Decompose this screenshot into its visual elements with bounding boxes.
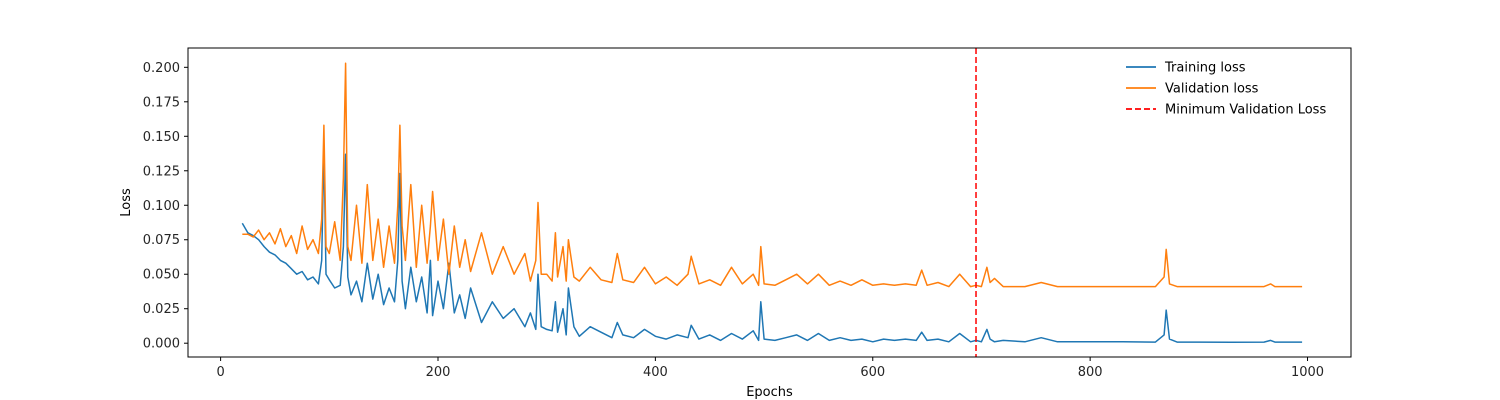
legend-label-minimum-validation-loss: Minimum Validation Loss (1165, 103, 1326, 118)
y-tick-label: 0.025 (143, 302, 180, 317)
y-tick-label: 0.050 (143, 268, 180, 283)
y-tick-label: 0.200 (143, 61, 180, 76)
x-tick-label: 800 (1078, 365, 1103, 380)
x-tick-label: 400 (643, 365, 668, 380)
series-line-training-loss (241, 145, 1303, 343)
y-tick-label: 0.150 (143, 130, 180, 145)
legend: Training loss Validation loss Minimum Va… (1126, 61, 1326, 118)
legend-label-validation-loss: Validation loss (1165, 82, 1259, 97)
y-axis-ticks: 0.000 0.025 0.050 0.075 0.100 0.125 0.150 0.175… (143, 61, 188, 352)
axes-frame (187, 47, 1352, 358)
plot-area (241, 48, 1303, 357)
y-tick-label: 0.125 (143, 164, 180, 179)
y-tick-label: 0.100 (143, 199, 180, 214)
x-axis-label: Epochs (746, 385, 793, 400)
series-line-validation-loss (242, 62, 1303, 288)
y-tick-label: 0.000 (143, 337, 180, 352)
y-axis-label: Loss (119, 188, 134, 217)
legend-label-training-loss: Training loss (1164, 61, 1246, 76)
x-tick-label: 200 (426, 365, 451, 380)
x-tick-label: 1000 (1291, 365, 1324, 380)
y-tick-label: 0.075 (143, 233, 180, 248)
x-tick-label: 600 (860, 365, 885, 380)
x-axis-ticks: 0 200 400 600 800 1000 (216, 357, 1324, 380)
x-tick-label: 0 (216, 365, 224, 380)
y-tick-label: 0.175 (143, 95, 180, 110)
